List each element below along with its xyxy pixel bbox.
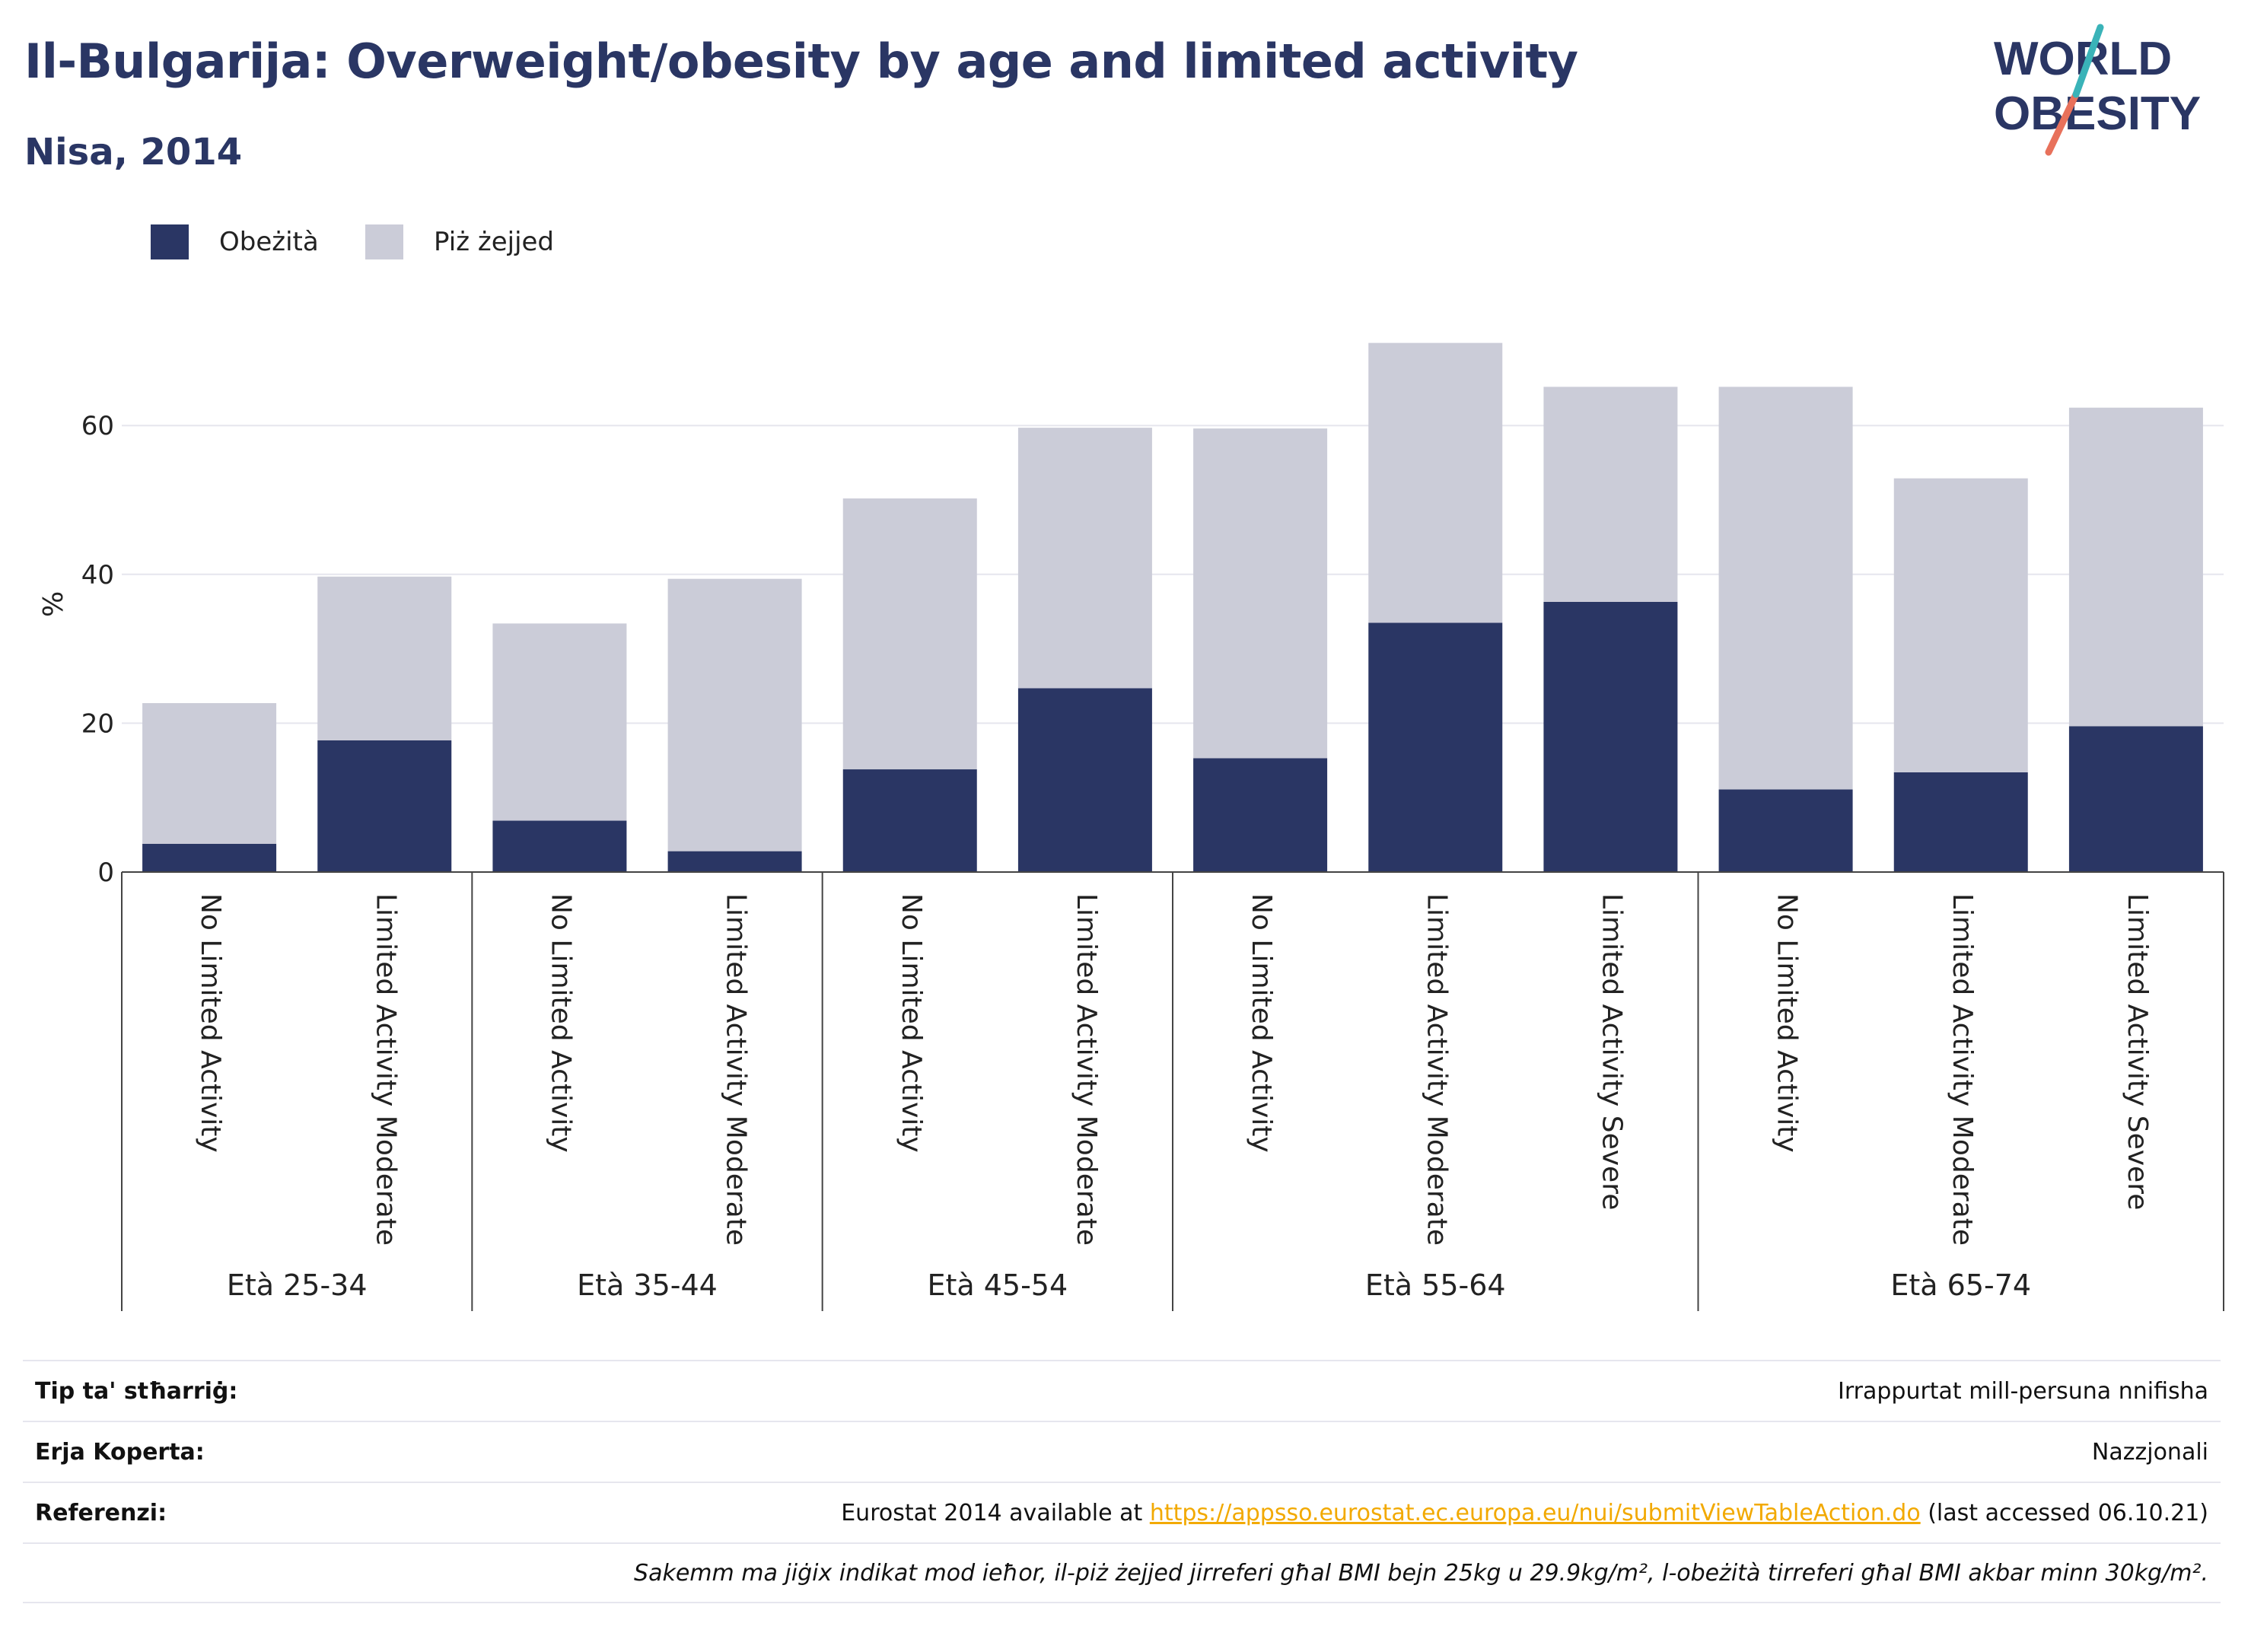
- legend-item-obesity: Obeżità: [151, 224, 319, 259]
- legend-label-obesity: Obeżità: [219, 227, 319, 257]
- bar-obesity: [492, 820, 627, 872]
- references-suffix: (last accessed 06.10.21): [1920, 1499, 2208, 1526]
- y-axis-label: %: [38, 591, 69, 617]
- category-label: Limited Activity Severe: [2122, 893, 2153, 1210]
- bar-overweight: [842, 498, 977, 770]
- y-tick-label: 60: [81, 411, 114, 441]
- category-label: Limited Activity Moderate: [721, 893, 752, 1246]
- y-tick-label: 20: [81, 708, 114, 739]
- info-row-note: Sakemm ma jiġix indikat mod ieħor, il-pi…: [23, 1542, 2221, 1603]
- world-obesity-logo: WORLD OBESITY: [1994, 24, 2201, 156]
- bar-obesity: [1718, 789, 1853, 872]
- group-label: Età 55-64: [1365, 1268, 1506, 1302]
- bar-overweight: [1017, 428, 1152, 689]
- category-label: Limited Activity Moderate: [1421, 893, 1452, 1246]
- legend-item-overweight: Piż żejjed: [365, 224, 554, 259]
- category-label: Limited Activity Moderate: [1071, 893, 1102, 1246]
- eurostat-link[interactable]: https://appsso.eurostat.ec.europa.eu/nui…: [1149, 1499, 1921, 1526]
- bar-overweight: [1543, 387, 1678, 602]
- category-label: No Limited Activity: [545, 893, 576, 1153]
- stacked-bar-chart: 0 20 40 60% No Limited Activity Limited Activ…: [38, 342, 2224, 1311]
- bar-overweight: [1893, 478, 2028, 772]
- bar-overweight: [1193, 428, 1328, 759]
- bar-obesity: [1017, 688, 1152, 872]
- references-prefix: Eurostat 2014 available at: [841, 1499, 1150, 1526]
- bar-obesity: [142, 843, 277, 872]
- survey-type-label: Tip ta' stħarriġ:: [35, 1377, 238, 1405]
- category-label: Limited Activity Severe: [1596, 893, 1627, 1210]
- y-tick-label: 0: [97, 858, 114, 888]
- bar-overweight: [317, 576, 452, 740]
- group-label: Età 25-34: [227, 1268, 368, 1302]
- chart-subtitle: Nisa, 2014: [24, 131, 243, 173]
- bar-overweight: [492, 623, 627, 821]
- references-label: Referenzi:: [35, 1499, 167, 1526]
- bar-overweight: [1718, 387, 1853, 790]
- area-value: Nazzjonali: [2091, 1438, 2208, 1466]
- info-row-area: Erja Koperta: Nazzjonali: [23, 1421, 2221, 1482]
- category-label: Limited Activity Moderate: [1947, 893, 1978, 1246]
- survey-type-value: Irrappurtat mill-persuna nnifisha: [1837, 1377, 2208, 1405]
- legend-label-overweight: Piż żejjed: [434, 227, 555, 257]
- category-label: No Limited Activity: [896, 893, 927, 1153]
- group-label: Età 35-44: [577, 1268, 718, 1302]
- info-row-survey-type: Tip ta' stħarriġ: Irrappurtat mill-persu…: [23, 1360, 2221, 1421]
- bar-obesity: [1368, 622, 1503, 872]
- info-row-references: Referenzi: Eurostat 2014 available at ht…: [23, 1482, 2221, 1542]
- references-value: Eurostat 2014 available at https://appss…: [841, 1500, 2208, 1526]
- legend-swatch-overweight: [365, 224, 403, 259]
- legend-swatch-obesity: [151, 224, 189, 259]
- bar-overweight: [142, 702, 277, 844]
- area-label: Erja Koperta:: [35, 1438, 205, 1466]
- group-label: Età 65-74: [1890, 1268, 2031, 1302]
- info-table: Tip ta' stħarriġ: Irrappurtat mill-persu…: [23, 1360, 2221, 1603]
- bar-obesity: [842, 769, 977, 872]
- svg-text:OBESITY: OBESITY: [1994, 88, 2201, 140]
- bar-overweight: [2068, 407, 2203, 727]
- category-label: No Limited Activity: [1772, 893, 1803, 1153]
- category-label: Limited Activity Moderate: [370, 893, 401, 1246]
- bar-obesity: [1543, 601, 1678, 872]
- bar-obesity: [2068, 726, 2203, 872]
- bmi-note: Sakemm ma jiġix indikat mod ieħor, il-pi…: [634, 1559, 2208, 1587]
- category-label: No Limited Activity: [195, 893, 226, 1153]
- bar-overweight: [667, 578, 802, 851]
- group-label: Età 45-54: [927, 1268, 1068, 1302]
- bar-overweight: [1368, 342, 1503, 623]
- bar-obesity: [1893, 772, 2028, 872]
- bar-obesity: [1193, 758, 1328, 872]
- bar-obesity: [667, 851, 802, 872]
- chart-title: Il-Bulgarija: Overweight/obesity by age …: [24, 33, 1578, 89]
- y-tick-label: 40: [81, 560, 114, 590]
- bar-obesity: [317, 740, 452, 872]
- category-label: No Limited Activity: [1246, 893, 1277, 1153]
